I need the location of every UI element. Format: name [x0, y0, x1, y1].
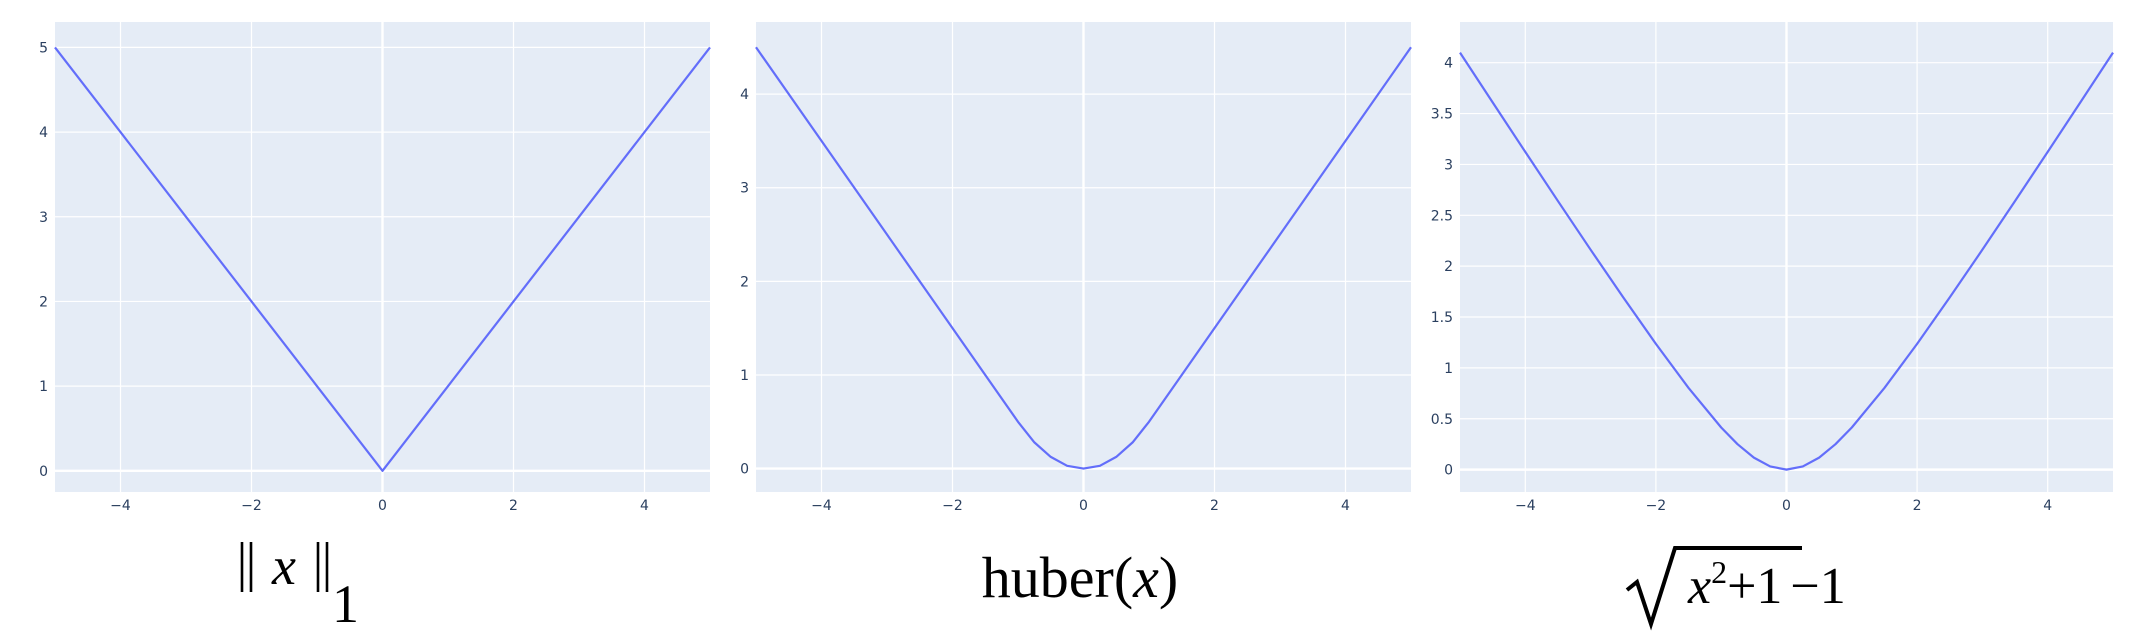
caption-sqrt-text: x2+1 −1 [1687, 554, 1846, 615]
series-line [755, 46, 1412, 470]
y-tick-label: 2 [1444, 259, 1453, 275]
y-tick-label: 0 [39, 464, 48, 480]
y-tick-label: 2 [39, 294, 48, 310]
y-tick-label: 2.5 [1431, 208, 1453, 224]
caption-smooth-l1: x2+1 −1 [1625, 546, 1846, 631]
y-tick-label: 0 [740, 462, 749, 478]
y-tick-label: 1 [740, 368, 749, 384]
y-tick-label: 4 [1444, 56, 1453, 72]
x-tick-label: 2 [1210, 498, 1219, 514]
caption-l1-variable: x [271, 536, 296, 596]
y-tick-label: 0.5 [1431, 412, 1453, 428]
y-tick-label: 5 [39, 40, 48, 56]
x-tick-label: −2 [1646, 498, 1667, 514]
series-line [54, 46, 711, 472]
y-tick-label: 2 [740, 274, 749, 290]
panel-smooth-l1: 0 0.5 1 1.5 2 2.5 3 3.5 4 −4 −2 0 2 4 [1431, 22, 2114, 514]
x-tick-label: 4 [1341, 498, 1350, 514]
x-tick-label: −2 [241, 498, 262, 514]
x-tick-label: −4 [110, 498, 131, 514]
caption-huber-text: huber(x) [982, 545, 1178, 610]
y-tick-label: 4 [740, 87, 749, 103]
y-tick-label: 3 [1444, 157, 1453, 173]
caption-l1-norm: x 1 [240, 536, 359, 634]
captions: x 1 huber(x) x2+1 −1 [240, 536, 1846, 634]
y-tick-label: 1 [39, 379, 48, 395]
x-tick-label: −2 [942, 498, 963, 514]
panel-huber: 0 1 2 3 4 −4 −2 0 2 4 [740, 22, 1412, 514]
x-tick-label: 4 [2043, 498, 2052, 514]
caption-l1-subscript: 1 [332, 574, 359, 634]
x-tick-label: 0 [1079, 498, 1088, 514]
y-tick-label: 3.5 [1431, 107, 1453, 123]
y-tick-label: 3 [39, 210, 48, 226]
y-tick-label: 1 [1444, 361, 1453, 377]
y-tick-label: 0 [1444, 463, 1453, 479]
y-tick-label: 1.5 [1431, 310, 1453, 326]
y-tick-label: 3 [740, 181, 749, 197]
x-tick-label: 2 [509, 498, 518, 514]
x-tick-label: 0 [1782, 498, 1791, 514]
x-tick-label: −4 [1515, 498, 1536, 514]
series-line [1459, 52, 2114, 471]
x-tick-label: 2 [1913, 498, 1922, 514]
x-tick-label: 0 [378, 498, 387, 514]
x-tick-label: 4 [640, 498, 649, 514]
y-tick-label: 4 [39, 125, 48, 141]
sqrt-radical [1625, 546, 1802, 631]
x-tick-label: −4 [811, 498, 832, 514]
panel-l1-norm: 0 1 2 3 4 5 −4 −2 0 2 4 [39, 22, 711, 514]
caption-huber: huber(x) [982, 545, 1178, 610]
